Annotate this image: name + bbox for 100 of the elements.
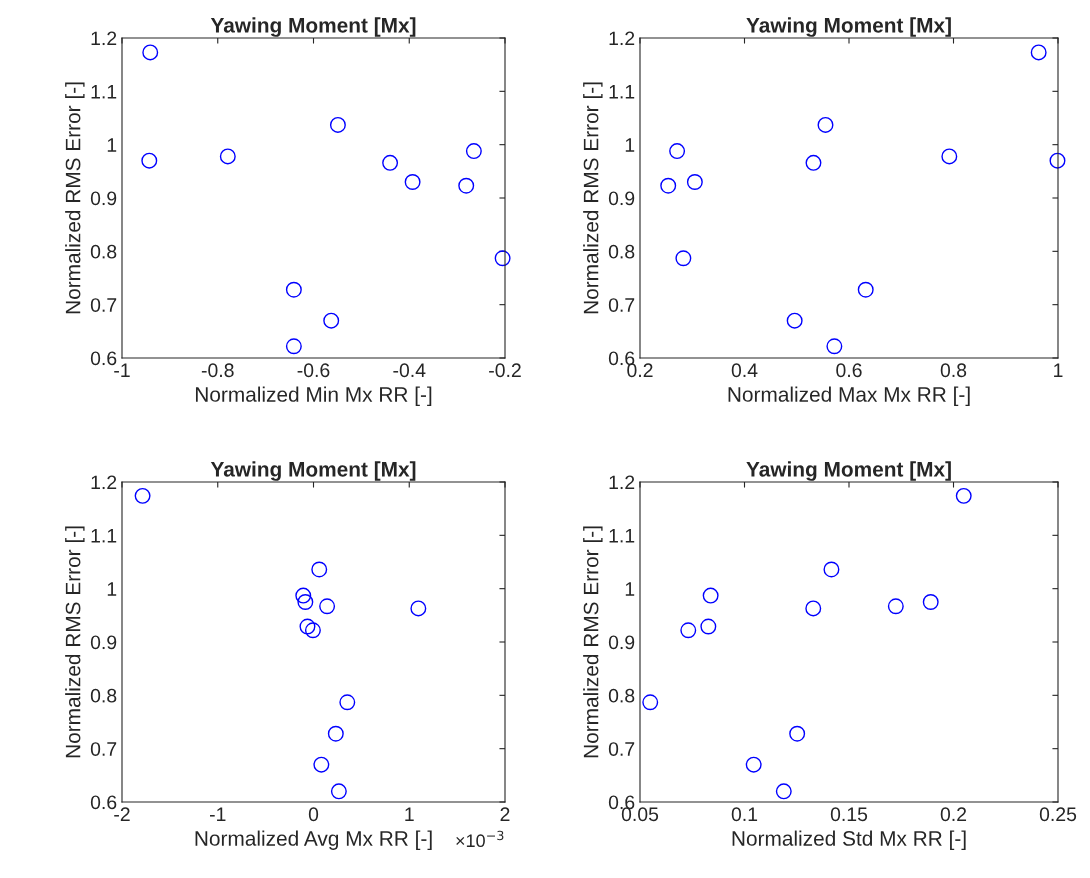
x-axis-title: Normalized Std Mx RR [-] [732, 830, 966, 850]
x-tick-label: -0.2 [489, 363, 521, 378]
point [330, 783, 347, 800]
point [219, 148, 236, 165]
y-tick-label: 1.1 [91, 529, 117, 543]
point [494, 250, 511, 267]
point [323, 312, 340, 329]
point [1049, 152, 1066, 169]
x-tick-label: 1 [1054, 363, 1063, 377]
y-axis-title: Normalized RMS Error [-] [583, 82, 603, 314]
y-tick-label: 1.2 [609, 31, 635, 46]
y-tick-label: 1 [107, 138, 117, 152]
point [805, 600, 822, 617]
x-tick-label: -1 [209, 807, 226, 821]
x-tick-label: 1 [405, 807, 414, 821]
x-tick-label: 0.4 [731, 363, 758, 378]
x-tick-label: 0.25 [1039, 807, 1077, 822]
y-tick-label: 0.9 [608, 191, 635, 206]
point [789, 725, 806, 742]
point [295, 587, 312, 604]
y-tick-label: 1.1 [609, 85, 635, 99]
point [702, 587, 719, 604]
point [941, 148, 958, 165]
point [826, 338, 843, 355]
point [745, 756, 762, 773]
point [642, 694, 659, 711]
chart-title: Yawing Moment [Mx] [210, 461, 416, 481]
y-tick-label: 0.9 [608, 635, 635, 650]
point [410, 600, 427, 617]
y-tick-label: 0.7 [608, 298, 635, 312]
x-tick-label: 0.1 [731, 807, 758, 822]
y-tick-label: 1 [107, 582, 117, 596]
y-axis-title: Normalized RMS Error [-] [65, 82, 85, 314]
point [339, 694, 356, 711]
y-tick-label: 0.8 [90, 688, 117, 703]
y-tick-label: 0.8 [90, 244, 117, 259]
y-tick-label: 0.8 [608, 244, 635, 259]
x-axis-title: Normalized Max Mx RR [-] [728, 386, 970, 406]
y-tick-label: 1 [625, 582, 635, 596]
point [382, 154, 399, 171]
x-tick-label: -0.4 [393, 363, 426, 378]
y-tick-label: 0.7 [90, 298, 117, 312]
x-tick-label: 0.2 [940, 807, 967, 822]
y-tick-label: 1.2 [609, 475, 635, 490]
point [857, 281, 874, 298]
y-axis-title: Normalized RMS Error [-] [65, 526, 85, 758]
point [680, 622, 697, 639]
y-tick-label: 0.9 [90, 191, 117, 206]
x-axis-title: Normalized Min Mx RR [-] [195, 386, 432, 406]
chart-title: Yawing Moment [Mx] [210, 17, 416, 37]
chart-title: Yawing Moment [Mx] [746, 17, 951, 37]
y-tick-label: 0.8 [608, 688, 635, 703]
point [675, 250, 692, 267]
text: ×10$^{−3}$ [456, 830, 504, 848]
y-tick-label: 1.1 [609, 529, 635, 543]
point [313, 756, 330, 773]
x-tick-label: 0.6 [836, 363, 862, 378]
point [686, 174, 703, 190]
point [311, 561, 328, 578]
point [329, 116, 346, 133]
y-tick-label: 1.1 [91, 85, 117, 99]
point [134, 487, 151, 504]
y-tick-label: 1.2 [91, 475, 117, 490]
x-tick-label: 0.8 [940, 363, 967, 378]
point [887, 598, 904, 615]
point [297, 594, 314, 610]
point [304, 622, 321, 639]
y-tick-label: 1 [625, 138, 635, 152]
point [458, 177, 475, 194]
point [669, 143, 686, 160]
x-tick-label: -0.8 [201, 363, 234, 378]
point [955, 487, 972, 504]
y-axis-title: Normalized RMS Error [-] [583, 526, 603, 758]
x-tick-label: 0.15 [830, 807, 868, 822]
point [1030, 44, 1047, 61]
point [700, 618, 717, 635]
point [775, 783, 792, 800]
point [299, 618, 316, 635]
y-tick-label: 0.9 [90, 635, 117, 650]
point [660, 177, 677, 194]
point [285, 338, 302, 355]
chart-title: Yawing Moment [Mx] [746, 461, 951, 481]
point [922, 594, 939, 610]
x-axis-title: Normalized Avg Mx RR [-] [195, 830, 432, 850]
y-tick-label: 0.7 [90, 742, 117, 756]
point [327, 725, 344, 742]
y-tick-label: 0.7 [608, 742, 635, 756]
point [465, 143, 482, 160]
point [319, 598, 336, 615]
x-tick-label: -0.6 [297, 363, 330, 378]
point [786, 312, 803, 329]
point [404, 174, 421, 190]
x-tick-label: 0 [308, 807, 319, 822]
point [817, 116, 834, 133]
point [142, 44, 159, 61]
x-tick-label: 2 [500, 807, 510, 821]
y-tick-label: 1.2 [91, 31, 117, 46]
point [823, 561, 840, 578]
point [805, 154, 822, 171]
point [285, 281, 302, 298]
